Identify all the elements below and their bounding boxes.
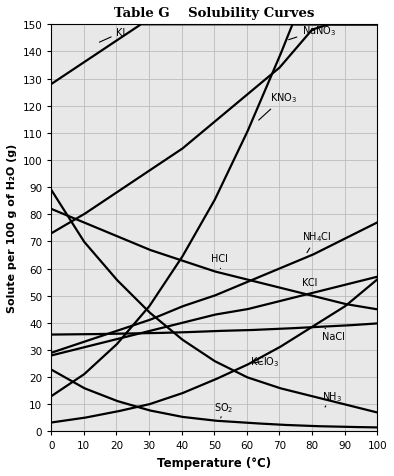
Text: NH$_4$Cl: NH$_4$Cl	[302, 229, 332, 253]
Text: HCl: HCl	[211, 253, 228, 269]
Text: KCl: KCl	[302, 278, 318, 293]
Text: SO$_2$: SO$_2$	[214, 400, 234, 418]
Text: KClO$_3$: KClO$_3$	[250, 354, 280, 368]
Text: NaNO$_3$: NaNO$_3$	[289, 24, 336, 40]
Title: Table G    Solubility Curves: Table G Solubility Curves	[114, 7, 314, 20]
Text: KI: KI	[99, 29, 126, 43]
Text: KNO$_3$: KNO$_3$	[259, 91, 297, 121]
Text: NaCl: NaCl	[322, 328, 345, 342]
X-axis label: Temperature (°C): Temperature (°C)	[157, 456, 271, 469]
Text: NH$_3$: NH$_3$	[322, 389, 342, 407]
Y-axis label: Solute per 100 g of H₂O (g): Solute per 100 g of H₂O (g)	[7, 144, 17, 313]
